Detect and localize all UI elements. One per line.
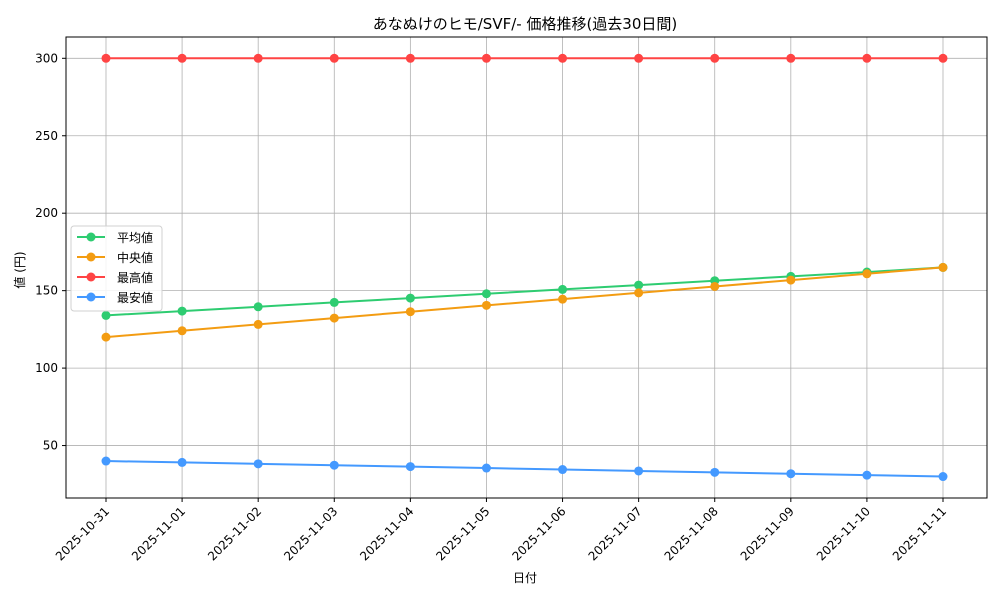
data-point (481, 289, 491, 299)
data-point (710, 53, 720, 63)
x-tick-label: 2025-11-01 (129, 504, 188, 563)
data-point (253, 53, 263, 63)
data-point (634, 53, 644, 63)
data-point (786, 275, 796, 285)
data-point (862, 53, 872, 63)
y-tick-label: 100 (35, 361, 58, 375)
y-tick-label: 50 (43, 439, 58, 453)
data-point (786, 53, 796, 63)
data-point (405, 53, 415, 63)
x-tick-label: 2025-11-09 (738, 504, 797, 563)
data-point (481, 300, 491, 310)
series-line (101, 262, 948, 320)
data-point (938, 53, 948, 63)
series-layer (101, 53, 948, 482)
data-point (405, 462, 415, 472)
data-point (329, 53, 339, 63)
x-axis: 2025-10-31 2025-11-01 2025-11-02 2025-11-03… (53, 498, 949, 563)
data-point (177, 53, 187, 63)
legend-label: 最高値 (117, 270, 153, 285)
data-point (481, 53, 491, 63)
data-point (786, 469, 796, 479)
x-tick-label: 2025-11-10 (814, 504, 873, 563)
y-axis: 50 100 150 200 250 300 (35, 51, 66, 453)
data-point (101, 456, 111, 466)
y-tick-label: 150 (35, 284, 58, 298)
data-point (558, 284, 568, 294)
legend-item: 最高値 (77, 270, 153, 285)
x-tick-label: 2025-11-02 (205, 504, 264, 563)
x-tick-label: 2025-10-31 (53, 504, 112, 563)
x-axis-label: 日付 (513, 571, 537, 585)
y-axis-label: 値 (円) (12, 251, 27, 288)
legend-marker-icon (86, 272, 96, 282)
data-point (481, 463, 491, 473)
x-tick-label: 2025-11-11 (890, 504, 949, 563)
series-line (101, 456, 948, 482)
plot-area (65, 36, 988, 499)
x-tick-label: 2025-11-03 (281, 504, 340, 563)
data-point (405, 307, 415, 317)
data-point (710, 467, 720, 477)
data-point (101, 332, 111, 342)
data-point (253, 302, 263, 312)
x-tick-label: 2025-11-07 (586, 504, 645, 563)
data-point (329, 297, 339, 307)
data-point (710, 281, 720, 291)
chart-title: あなぬけのヒモ/SVF/- 価格推移(過去30日間) (373, 15, 678, 33)
legend-item: 最安値 (77, 290, 153, 305)
legend-marker-icon (86, 232, 96, 242)
y-tick-label: 250 (35, 129, 58, 143)
data-point (101, 53, 111, 63)
data-point (253, 319, 263, 329)
series-line (101, 53, 948, 63)
data-point (405, 293, 415, 303)
data-point (558, 53, 568, 63)
data-point (177, 306, 187, 316)
data-point (329, 460, 339, 470)
data-point (862, 470, 872, 480)
data-point (177, 457, 187, 467)
data-point (558, 294, 568, 304)
data-point (634, 280, 644, 290)
legend-label: 平均値 (117, 230, 153, 245)
y-tick-label: 200 (35, 206, 58, 220)
data-point (938, 262, 948, 272)
x-tick-label: 2025-11-08 (662, 504, 721, 563)
legend-marker-icon (86, 292, 96, 302)
data-point (558, 465, 568, 475)
data-point (177, 326, 187, 336)
legend-item: 平均値 (77, 230, 153, 245)
x-tick-label: 2025-11-05 (433, 504, 492, 563)
data-point (329, 313, 339, 323)
legend-item: 中央値 (77, 250, 153, 265)
legend-label: 最安値 (117, 290, 153, 305)
data-point (938, 472, 948, 482)
legend-label: 中央値 (117, 250, 153, 265)
data-point (253, 459, 263, 469)
x-tick-label: 2025-11-04 (357, 504, 416, 563)
y-tick-label: 300 (35, 51, 58, 65)
data-point (634, 288, 644, 298)
x-tick-label: 2025-11-06 (509, 504, 568, 563)
data-point (634, 466, 644, 476)
legend-marker-icon (86, 252, 96, 262)
series-line (101, 262, 948, 342)
grid-lines (66, 37, 987, 498)
data-point (101, 310, 111, 320)
data-point (862, 269, 872, 279)
